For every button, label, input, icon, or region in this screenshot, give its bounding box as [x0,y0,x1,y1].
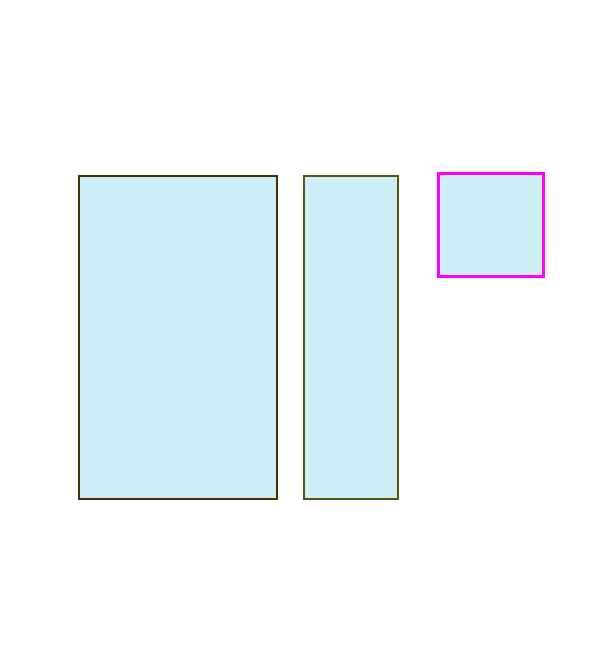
ts-diagram[interactable] [437,172,545,278]
ts-salinity-ticklabels [425,150,555,164]
temperature-top-ruler [78,168,278,177]
ts-temperature-ticklabels [548,168,570,284]
main-profile-plot[interactable] [78,175,278,500]
delta-t-bottom-ruler [303,498,399,507]
world-map[interactable] [426,413,591,513]
fluorescence-axis-ticklabels [0,565,330,579]
oxygen-axis-ruler [78,109,278,118]
salinity-bottom-ruler [78,498,278,507]
delta-t-plot[interactable] [303,175,399,500]
nitrate-axis-ruler [78,52,278,61]
pressure-axis-ticklabels [0,0,76,663]
fluorescence-axis-ruler [78,556,278,565]
ts-temperature-ticks [545,172,551,278]
delta-t-top-ruler [303,168,399,177]
backscatter-axis-ruler [78,611,278,620]
salinity-axis-ticklabels [0,508,330,522]
delta-t-axis-ticklabels [290,508,415,522]
backscatter-axis-ticklabels [0,620,330,634]
